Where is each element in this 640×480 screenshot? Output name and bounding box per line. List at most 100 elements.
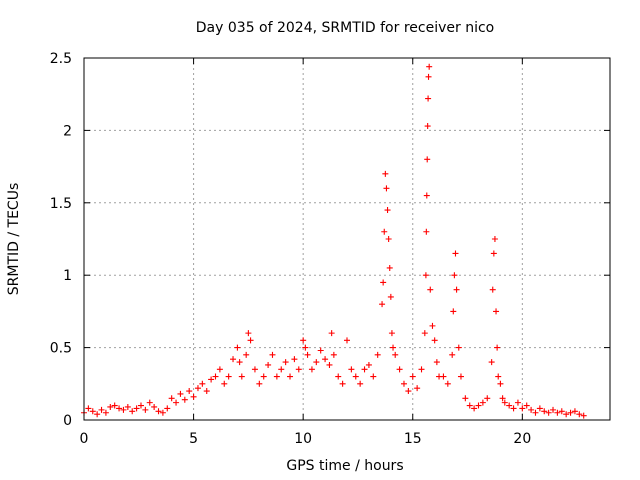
data-point xyxy=(302,344,309,351)
grid-lines xyxy=(84,58,610,420)
data-point xyxy=(494,344,501,351)
data-point xyxy=(124,403,131,410)
data-point xyxy=(501,399,508,406)
data-point xyxy=(159,409,166,416)
data-point xyxy=(199,380,206,387)
data-point xyxy=(317,347,324,354)
data-point xyxy=(563,411,570,418)
data-point xyxy=(493,308,500,315)
data-point xyxy=(256,380,263,387)
data-point xyxy=(390,344,397,351)
data-point xyxy=(532,409,539,416)
data-point xyxy=(541,408,548,415)
data-point xyxy=(431,337,438,344)
data-point xyxy=(444,380,451,387)
data-point xyxy=(453,286,460,293)
data-point xyxy=(452,250,459,257)
chart-title: Day 035 of 2024, SRMTID for receiver nic… xyxy=(196,20,494,36)
data-point xyxy=(422,272,429,279)
data-point xyxy=(291,356,298,363)
data-point xyxy=(177,390,184,397)
data-point xyxy=(304,351,311,358)
data-point xyxy=(519,405,526,412)
data-point xyxy=(484,395,491,402)
data-point xyxy=(245,330,252,337)
data-point xyxy=(495,373,502,380)
data-point xyxy=(386,264,393,271)
data-point xyxy=(409,373,416,380)
data-point xyxy=(326,361,333,368)
data-point xyxy=(475,402,482,409)
data-point xyxy=(203,388,210,395)
data-point xyxy=(89,408,96,415)
data-point xyxy=(567,409,574,416)
data-point xyxy=(424,123,431,130)
data-point xyxy=(348,366,355,373)
data-point xyxy=(418,366,425,373)
data-point xyxy=(133,405,140,412)
data-points xyxy=(81,63,587,419)
data-point xyxy=(111,402,118,409)
data-point xyxy=(94,411,101,418)
data-point xyxy=(491,236,498,242)
data-point xyxy=(379,301,386,308)
data-point xyxy=(449,351,456,358)
data-point xyxy=(426,63,433,70)
data-point xyxy=(380,279,387,286)
axis-ticks: 0 5 10 15 20 0 0.5 1 1.5 2 2.5 xyxy=(50,51,610,447)
data-point xyxy=(322,356,329,363)
data-point xyxy=(400,380,407,387)
data-point xyxy=(116,405,123,412)
data-point xyxy=(424,156,431,163)
data-point xyxy=(510,405,517,412)
data-point xyxy=(554,409,561,416)
data-point xyxy=(260,373,267,380)
data-point xyxy=(580,412,587,419)
data-point xyxy=(208,376,215,383)
data-point xyxy=(234,344,241,351)
data-point xyxy=(414,385,421,392)
data-point xyxy=(164,405,171,412)
data-point xyxy=(440,373,447,380)
data-point xyxy=(300,337,307,344)
data-point xyxy=(429,322,436,329)
data-point xyxy=(528,406,535,413)
data-point xyxy=(221,380,228,387)
y-tick-label: 1.5 xyxy=(50,196,72,212)
data-point xyxy=(251,366,258,373)
data-point xyxy=(427,286,434,293)
data-point xyxy=(361,366,368,373)
data-point xyxy=(282,359,289,366)
x-tick-label: 5 xyxy=(189,431,198,447)
plot-frame xyxy=(83,57,611,421)
data-point xyxy=(471,405,478,412)
x-axis-label: GPS time / hours xyxy=(286,458,403,474)
data-point xyxy=(462,395,469,402)
data-point xyxy=(137,402,144,409)
x-tick-label: 15 xyxy=(404,431,422,447)
data-point xyxy=(287,373,294,380)
data-point xyxy=(388,330,395,337)
data-point xyxy=(433,359,440,366)
data-point xyxy=(278,366,285,373)
y-tick-label: 1 xyxy=(63,268,72,284)
y-axis-label: SRMTID / TECUs xyxy=(6,183,22,296)
x-tick-label: 10 xyxy=(294,431,312,447)
data-point xyxy=(490,250,497,257)
data-point xyxy=(265,361,272,368)
data-point xyxy=(423,192,430,199)
data-point xyxy=(273,373,280,380)
data-point xyxy=(269,351,276,358)
data-point xyxy=(576,411,583,418)
y-tick-label: 0 xyxy=(63,413,72,429)
data-point xyxy=(357,380,364,387)
data-point xyxy=(190,393,197,400)
data-point xyxy=(571,408,578,415)
data-point xyxy=(514,399,521,406)
data-point xyxy=(344,337,350,344)
data-point xyxy=(558,408,565,415)
data-point xyxy=(550,406,557,413)
data-point xyxy=(146,399,153,406)
data-point xyxy=(238,373,245,380)
data-point xyxy=(425,95,432,102)
